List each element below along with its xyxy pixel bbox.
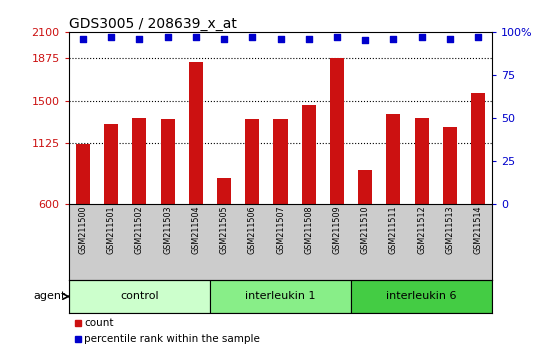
Bar	[301, 105, 316, 204]
Bar	[330, 58, 344, 204]
Text: GSM211514: GSM211514	[474, 206, 483, 254]
Bar	[133, 118, 146, 204]
Text: control: control	[120, 291, 158, 302]
Text: GSM211509: GSM211509	[332, 206, 342, 255]
Text: GSM211500: GSM211500	[78, 206, 87, 254]
Text: count: count	[84, 318, 114, 328]
Text: GSM211508: GSM211508	[304, 206, 314, 254]
Text: GSM211505: GSM211505	[219, 206, 229, 255]
Bar	[386, 114, 400, 204]
Bar	[245, 119, 260, 204]
Point	[304, 36, 313, 41]
Point	[79, 36, 87, 41]
Text: GSM211504: GSM211504	[191, 206, 200, 254]
Point	[191, 34, 200, 40]
Bar	[351, 280, 492, 313]
Bar	[273, 119, 288, 204]
Text: GSM211510: GSM211510	[361, 206, 370, 254]
Bar	[104, 124, 118, 204]
Text: GSM211501: GSM211501	[107, 206, 116, 254]
Bar	[161, 119, 175, 204]
Point	[333, 34, 342, 40]
Point	[163, 34, 172, 40]
Text: percentile rank within the sample: percentile rank within the sample	[84, 333, 260, 343]
Bar	[189, 62, 203, 204]
Bar	[443, 127, 457, 204]
Text: GSM211511: GSM211511	[389, 206, 398, 254]
Text: GSM211502: GSM211502	[135, 206, 144, 255]
Text: interleukin 6: interleukin 6	[387, 291, 457, 302]
Bar	[358, 170, 372, 204]
Point	[389, 36, 398, 41]
Bar	[76, 144, 90, 204]
Text: GSM211513: GSM211513	[446, 206, 454, 254]
Text: GSM211512: GSM211512	[417, 206, 426, 255]
Point	[361, 38, 370, 43]
Point	[276, 36, 285, 41]
Text: interleukin 1: interleukin 1	[245, 291, 316, 302]
Text: GSM211503: GSM211503	[163, 206, 172, 254]
Text: GSM211507: GSM211507	[276, 206, 285, 255]
Bar	[471, 93, 485, 204]
Point	[248, 34, 257, 40]
Point	[474, 34, 482, 40]
Bar	[415, 118, 429, 204]
Bar	[69, 280, 210, 313]
Bar	[210, 280, 351, 313]
Text: GSM211506: GSM211506	[248, 206, 257, 254]
Point	[135, 36, 144, 41]
Text: agent: agent	[34, 291, 66, 302]
Point	[446, 36, 454, 41]
Point	[417, 34, 426, 40]
Point	[219, 36, 228, 41]
Text: GDS3005 / 208639_x_at: GDS3005 / 208639_x_at	[69, 17, 236, 31]
Point	[107, 34, 116, 40]
Bar	[217, 178, 231, 204]
